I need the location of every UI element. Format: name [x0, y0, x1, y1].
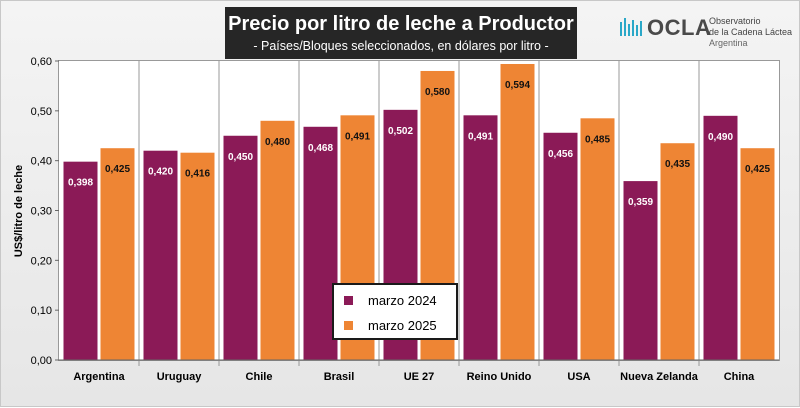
legend-swatch-2024: [344, 296, 353, 305]
bar-value-label: 0,491: [468, 131, 493, 142]
logo-name: OCLA: [647, 15, 712, 40]
legend-swatch-2025: [344, 321, 353, 330]
bar-value-label: 0,359: [628, 197, 653, 208]
bar-value-label: 0,594: [505, 80, 530, 91]
bar: [580, 118, 615, 360]
bar-value-label: 0,398: [68, 178, 93, 189]
bar-value-label: 0,480: [265, 137, 290, 148]
bar-value-label: 0,491: [345, 131, 370, 142]
bar: [303, 126, 338, 360]
bar: [500, 63, 535, 361]
bar-value-label: 0,580: [425, 87, 450, 98]
y-tick-label: 0,60: [31, 56, 52, 68]
x-category-label: USA: [567, 371, 590, 383]
bar-value-label: 0,425: [105, 164, 130, 175]
ocla-logo: OCLA Observatorio de la Cadena Láctea Ar…: [619, 13, 795, 53]
logo-line-3: Argentina: [709, 38, 748, 48]
x-category-label: UE 27: [404, 371, 435, 383]
bar-value-label: 0,425: [745, 164, 770, 175]
x-category-label: Nueva Zelanda: [620, 371, 699, 383]
bar: [143, 150, 178, 360]
bar: [260, 120, 295, 360]
bar-value-label: 0,420: [148, 167, 173, 178]
bar-value-label: 0,450: [228, 152, 253, 163]
logo-line-1: Observatorio: [709, 16, 761, 26]
wave-bars-icon: [620, 18, 642, 36]
y-tick-label: 0,10: [31, 305, 52, 317]
bar-value-label: 0,416: [185, 169, 210, 180]
chart-subtitle: - Países/Bloques seleccionados, en dólar…: [253, 39, 549, 53]
bar-value-label: 0,435: [665, 159, 690, 170]
x-category-label: Uruguay: [157, 371, 203, 383]
bar-value-label: 0,456: [548, 149, 573, 160]
y-tick-label: 0,00: [31, 355, 52, 367]
x-category-label: Chile: [246, 371, 273, 383]
bar: [703, 115, 738, 360]
y-tick-label: 0,20: [31, 255, 52, 267]
y-tick-label: 0,50: [31, 106, 52, 118]
legend: marzo 2024 marzo 2025: [332, 283, 458, 340]
bar: [623, 181, 658, 360]
bar: [740, 148, 775, 360]
y-tick-label: 0,30: [31, 206, 52, 218]
legend-label-2025: marzo 2025: [368, 318, 437, 333]
bar-value-label: 0,485: [585, 134, 610, 145]
x-category-label: Reino Unido: [467, 371, 532, 383]
bar: [63, 161, 98, 360]
bar: [660, 143, 695, 360]
bar: [463, 115, 498, 361]
bar-value-label: 0,502: [388, 126, 413, 137]
title-box: Precio por litro de leche a Productor - …: [225, 7, 577, 59]
logo-line-2: de la Cadena Láctea: [709, 27, 793, 37]
bar: [180, 152, 215, 360]
x-category-label: Brasil: [324, 371, 355, 383]
legend-label-2024: marzo 2024: [368, 293, 437, 308]
chart-title: Precio por litro de leche a Productor: [228, 13, 574, 35]
y-tick-label: 0,40: [31, 156, 52, 168]
x-category-label: Argentina: [73, 371, 125, 383]
bar-value-label: 0,468: [308, 143, 333, 154]
bar: [100, 148, 135, 360]
x-category-label: China: [724, 371, 755, 383]
y-axis-label: US$/litro de leche: [13, 165, 25, 257]
bar: [543, 132, 578, 360]
bar: [223, 135, 258, 360]
bar-value-label: 0,490: [708, 132, 733, 143]
